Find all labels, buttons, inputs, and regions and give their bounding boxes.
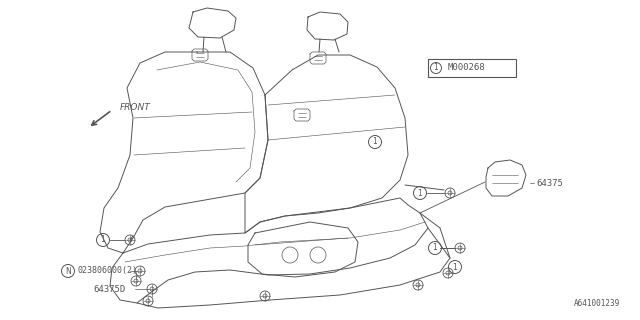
- Text: 1: 1: [418, 188, 422, 197]
- Text: A641001239: A641001239: [573, 299, 620, 308]
- Text: 1: 1: [434, 63, 438, 73]
- Text: 1: 1: [433, 244, 437, 252]
- Text: 1: 1: [372, 138, 378, 147]
- Text: FRONT: FRONT: [120, 103, 151, 113]
- Text: 1: 1: [452, 262, 458, 271]
- Bar: [428, 59, 516, 77]
- Text: 64375: 64375: [536, 179, 563, 188]
- Text: M000268: M000268: [448, 63, 486, 73]
- Text: N: N: [65, 267, 71, 276]
- Text: 023806000(2): 023806000(2): [78, 267, 138, 276]
- Text: 64375D: 64375D: [93, 284, 125, 293]
- Text: 1: 1: [100, 236, 106, 244]
